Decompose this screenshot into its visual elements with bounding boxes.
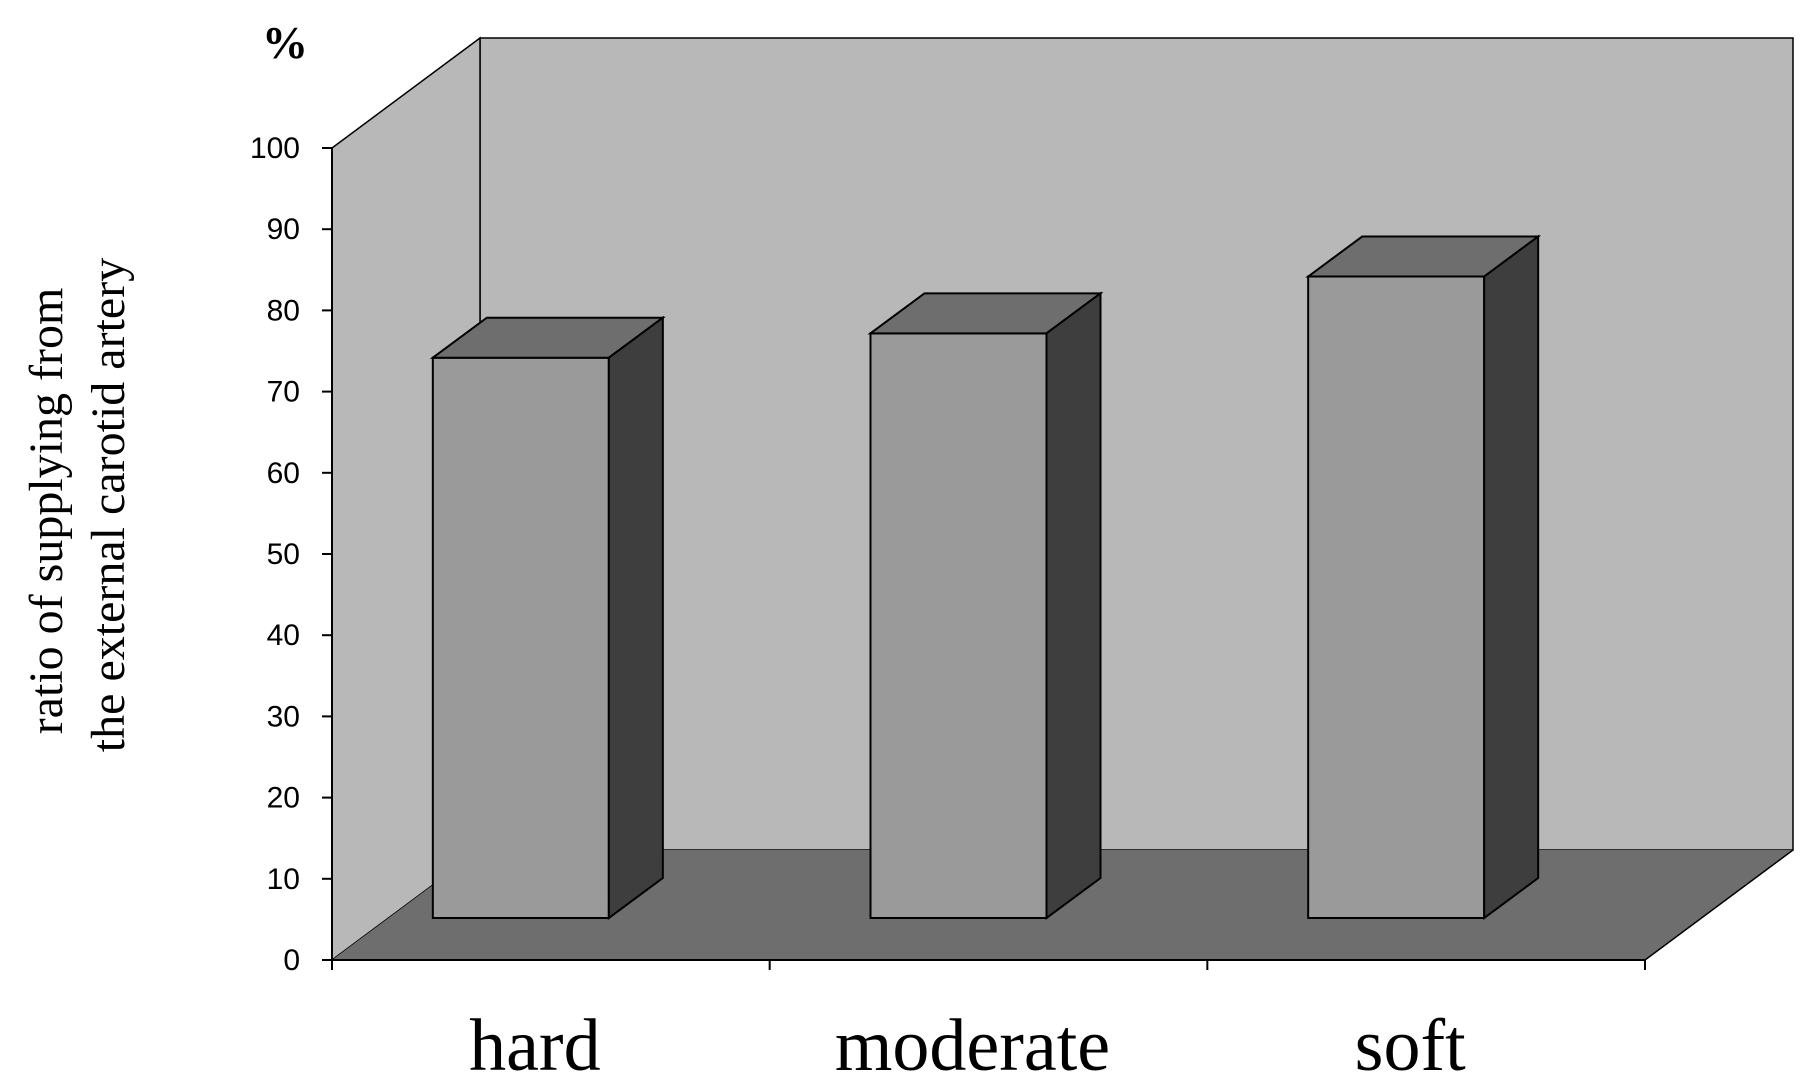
y-axis-label: ratio of supplying from the external car…	[20, 258, 135, 752]
y-axis-ticks: 0 10 20 30 40 50 60 70 80 90 100	[250, 132, 332, 977]
bar-moderate	[867, 291, 1104, 920]
bar-hard	[429, 315, 666, 920]
category-label: moderate	[835, 1005, 1110, 1087]
bar-front-face	[1307, 275, 1486, 919]
y-tick-label: 30	[267, 700, 300, 733]
bar-side-face	[1045, 291, 1102, 920]
back-wall	[479, 37, 1794, 851]
y-tick-label: 0	[283, 944, 300, 977]
y-tick-label: 60	[267, 457, 300, 490]
y-tick-label: 10	[267, 863, 300, 896]
y-tick-label: 70	[267, 376, 300, 409]
bar-front-face	[869, 332, 1048, 919]
bar-side-face	[1483, 234, 1540, 920]
y-axis-label-line-2: the external carotid artery	[82, 258, 135, 752]
y-tick-label: 40	[267, 619, 300, 652]
floor-edge-right	[1644, 849, 1794, 961]
y-tick-label: 50	[267, 538, 300, 571]
bar-front-face	[431, 356, 610, 919]
bars	[429, 234, 1542, 920]
category-label: soft	[1355, 1005, 1466, 1087]
bar-side-face	[607, 315, 664, 920]
bar-soft	[1305, 234, 1542, 920]
y-axis-label-line-1: ratio of supplying from	[20, 288, 73, 735]
y-tick-label: 100	[250, 132, 300, 165]
category-labels: hard moderate soft	[469, 1005, 1466, 1087]
category-label: hard	[469, 1005, 601, 1087]
y-axis-unit: %	[262, 17, 308, 68]
y-tick-label: 80	[267, 294, 300, 327]
y-tick-label: 20	[267, 782, 300, 815]
y-tick-label: 90	[267, 213, 300, 246]
